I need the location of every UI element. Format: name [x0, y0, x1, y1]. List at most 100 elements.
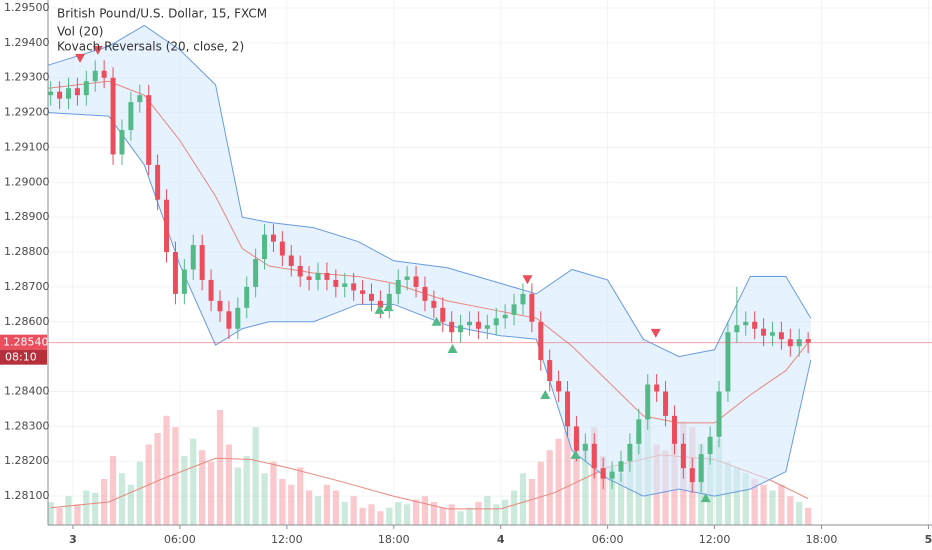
candle-body	[573, 426, 579, 451]
volume-bar	[457, 511, 464, 525]
candle-body	[119, 130, 125, 155]
countdown-box	[0, 349, 47, 365]
reversal-down	[75, 53, 86, 63]
reversal-up	[540, 389, 551, 399]
volume-bar	[83, 490, 90, 525]
volume-bar	[751, 479, 758, 525]
volume-bar	[448, 504, 455, 525]
reversal-down	[650, 328, 661, 338]
price-label: 1.28540	[3, 336, 49, 349]
candle-body	[217, 300, 223, 312]
x-tick-label: 18:00	[378, 533, 410, 546]
volume-bar	[172, 427, 179, 525]
band-lower	[47, 112, 812, 497]
volume-bar	[582, 444, 589, 525]
chart-title: British Pound/U.S. Dollar, 15, FXCM	[57, 7, 267, 21]
volume-bar	[430, 502, 437, 525]
y-tick-label: 1.28200	[4, 454, 50, 467]
candle-body	[761, 328, 767, 336]
x-tick-label: 18:00	[806, 533, 838, 546]
volume-bar	[65, 496, 72, 525]
volume-bar	[502, 499, 509, 525]
candle-body	[83, 81, 89, 96]
y-tick-label: 1.29300	[4, 71, 50, 84]
indicator-label: Vol (20)	[57, 25, 103, 39]
volume-bar	[305, 490, 313, 525]
band-middle	[47, 80, 812, 424]
volume-bar	[555, 438, 562, 525]
candle-body	[270, 234, 276, 242]
volume-bar	[341, 502, 348, 525]
band-area	[48, 25, 811, 497]
candle-body	[547, 360, 553, 382]
y-tick-label: 1.28800	[4, 245, 50, 258]
candle-body	[627, 443, 633, 462]
candle-body	[654, 384, 660, 392]
candle-body	[244, 286, 250, 308]
candle-body	[458, 325, 464, 333]
y-tick-label: 1.29400	[4, 36, 50, 49]
candle-body	[181, 269, 187, 294]
volume-bar	[421, 496, 429, 525]
volume-bar	[127, 484, 134, 525]
candle-body	[431, 300, 437, 308]
candle-body	[226, 311, 232, 329]
y-tick-label: 1.28900	[4, 210, 50, 223]
candle-body	[778, 332, 784, 340]
candle-body	[663, 391, 669, 416]
candle-body	[306, 276, 312, 280]
candle-body	[368, 293, 374, 301]
candle-body	[618, 461, 624, 472]
candle-body	[556, 381, 562, 392]
reversal-up	[700, 493, 711, 503]
volume-bar	[608, 467, 616, 525]
volume-bar	[368, 504, 375, 525]
volume-bar	[47, 502, 54, 525]
candle-body	[333, 279, 339, 287]
candle-body	[707, 436, 713, 455]
x-tick-label: 5	[925, 533, 932, 546]
candle-body	[565, 391, 571, 427]
volume-bar	[796, 502, 803, 525]
candle-body	[805, 339, 811, 343]
candle-body	[235, 307, 241, 329]
volume-bar	[769, 490, 776, 525]
volume-bar	[92, 492, 99, 525]
volume-bar	[805, 507, 812, 525]
volume-bar	[528, 479, 536, 525]
volume-bar	[787, 496, 794, 525]
volume-bar	[314, 496, 322, 525]
volume-bar	[136, 461, 143, 525]
candle-body	[342, 283, 348, 287]
candle-body	[591, 443, 597, 469]
y-tick-label: 1.29000	[4, 175, 50, 188]
candle-body	[582, 443, 588, 451]
candle-body	[609, 471, 615, 479]
candle-body	[422, 286, 428, 301]
countdown-label: 08:10	[5, 351, 37, 364]
candle-body	[92, 70, 98, 82]
volume-bar	[74, 504, 81, 525]
y-tick-label: 1.28300	[4, 419, 50, 432]
volume-bar	[626, 461, 634, 525]
candle-body	[146, 95, 152, 165]
candle-body	[395, 279, 401, 294]
candle-body	[680, 443, 686, 469]
candle-body	[208, 279, 214, 301]
candle-body	[520, 293, 526, 305]
candle-body	[671, 415, 677, 444]
volume-bar	[404, 504, 411, 525]
x-tick-label: 12:00	[271, 533, 303, 546]
volume-bar	[154, 433, 161, 525]
candle-body	[511, 304, 517, 315]
band-upper	[47, 24, 812, 358]
y-tick-label: 1.29100	[4, 140, 50, 153]
volume-bar	[252, 427, 259, 525]
volume-bar	[207, 461, 215, 525]
candle-body	[493, 318, 499, 326]
reversal-up	[447, 343, 458, 353]
indicator-label: Kovach Reversals (20, close, 2)	[57, 40, 244, 54]
candle-body	[467, 321, 473, 326]
candle-body	[324, 272, 330, 280]
